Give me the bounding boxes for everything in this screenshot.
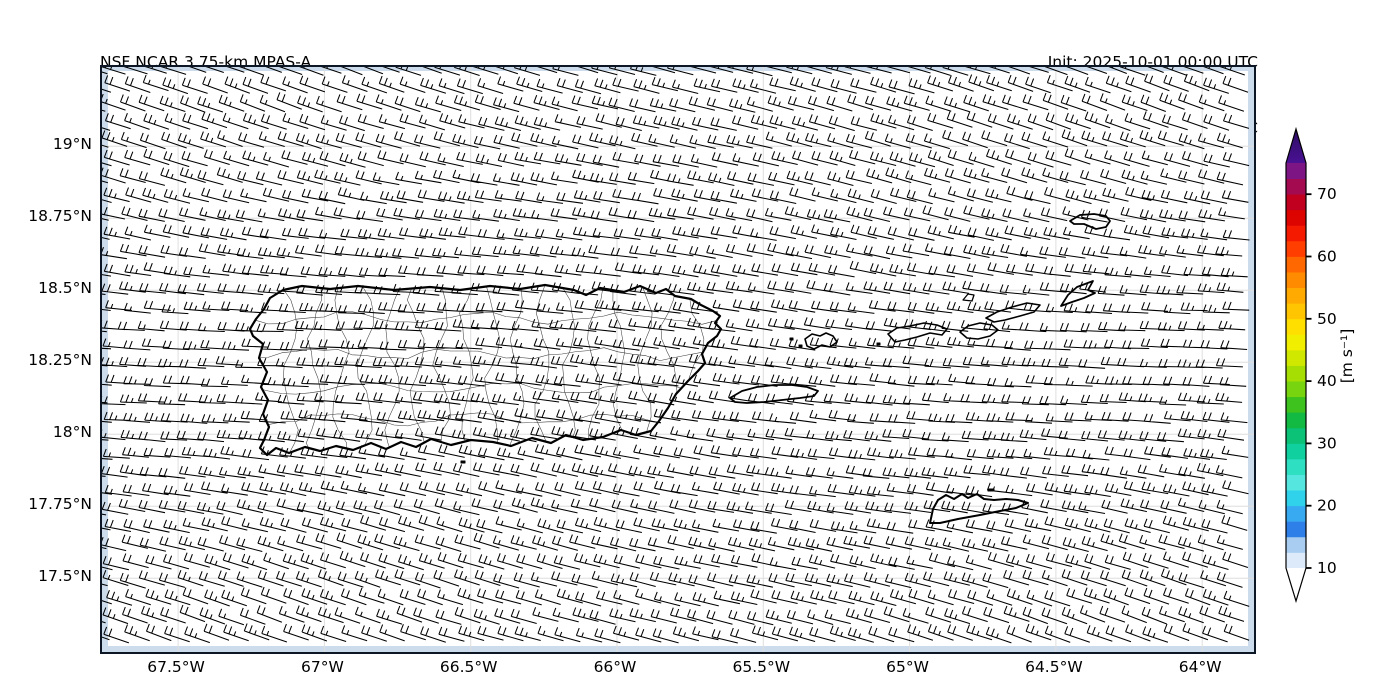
y-axis-tick-label: 17.75°N <box>28 495 92 514</box>
x-axis-tick-label: 64.5°W <box>1025 658 1083 676</box>
colorbar: 10 20 30 40 50 60 70 [m s⁻¹] <box>1285 121 1383 621</box>
domain-edge-strip <box>102 67 1254 71</box>
colorbar-under-arrow <box>1286 568 1306 601</box>
y-axis-tick-label: 18°N <box>52 423 92 442</box>
map-plot-area <box>100 65 1256 654</box>
colorbar-band <box>1286 240 1306 257</box>
island-st-croix <box>929 493 1029 524</box>
colorbar-band <box>1286 318 1306 335</box>
islet <box>798 344 803 348</box>
colorbar-band <box>1286 505 1306 522</box>
y-axis-tick-label: 18.5°N <box>38 279 92 298</box>
colorbar-band <box>1286 381 1306 398</box>
y-axis-tick-label: 18.25°N <box>28 351 92 370</box>
y-axis-tick-label: 18.75°N <box>28 207 92 226</box>
x-axis-tick-label: 66°W <box>593 658 637 676</box>
basemap <box>248 213 1111 524</box>
colorbar-band <box>1286 163 1306 179</box>
colorbar-band <box>1286 521 1306 538</box>
x-axis-tick-label: 66.5°W <box>439 658 498 676</box>
island-jost-van-dyke <box>962 293 975 302</box>
colorbar-band <box>1286 178 1306 195</box>
wind-barb-field <box>102 67 1250 644</box>
island-vieques <box>729 384 819 404</box>
colorbar-band <box>1286 552 1306 569</box>
domain-edge-strip <box>1248 67 1254 652</box>
x-axis-tick-label: 65°W <box>886 658 929 676</box>
colorbar-tick-label: 60 <box>1317 248 1337 266</box>
colorbar-band <box>1286 474 1306 491</box>
colorbar-band <box>1286 443 1306 460</box>
islet <box>460 460 466 464</box>
colorbar-band <box>1286 349 1306 366</box>
x-axis-tick-label: 65.5°W <box>732 658 791 676</box>
colorbar-tick-label: 50 <box>1317 310 1337 328</box>
island-culebra <box>804 332 838 350</box>
island-st-thomas <box>887 322 948 343</box>
colorbar-band <box>1286 412 1306 429</box>
colorbar-band <box>1286 256 1306 273</box>
islet <box>876 342 881 346</box>
colorbar-band <box>1286 334 1306 351</box>
colorbar-tick-label: 30 <box>1317 434 1337 452</box>
domain-edge-strip <box>102 67 108 652</box>
colorbar-band <box>1286 365 1306 382</box>
colorbar-tick-label: 70 <box>1317 185 1337 203</box>
municipality-boundaries <box>253 285 717 455</box>
colorbar-band <box>1286 287 1306 304</box>
island-tortola <box>985 302 1041 323</box>
domain-edge-strip <box>102 646 1254 652</box>
y-axis-tick-label: 17.5°N <box>38 567 92 586</box>
island-anegada <box>1069 213 1111 230</box>
colorbar-band <box>1286 458 1306 475</box>
y-axis-tick-label: 19°N <box>52 135 92 154</box>
colorbar-band <box>1286 427 1306 444</box>
colorbar-band <box>1286 272 1306 289</box>
x-axis-tick-label: 64°W <box>1178 658 1222 676</box>
island-virgin-gorda <box>1060 280 1096 307</box>
colorbar-tick-label: 20 <box>1317 497 1337 515</box>
colorbar-band <box>1286 396 1306 413</box>
wind-barb-map <box>102 67 1254 652</box>
colorbar-unit-label: [m s⁻¹] <box>1338 329 1356 384</box>
colorbar-tick-label: 40 <box>1317 372 1337 390</box>
colorbar-over-arrow <box>1286 129 1306 163</box>
colorbar-band <box>1286 490 1306 507</box>
x-axis-tick-label: 67.5°W <box>147 658 205 676</box>
colorbar-band <box>1286 225 1306 242</box>
colorbar-band <box>1286 194 1306 211</box>
colorbar-band <box>1286 209 1306 226</box>
colorbar-band <box>1286 303 1306 320</box>
colorbar-band <box>1286 536 1306 553</box>
x-axis-tick-label: 67°W <box>300 658 344 676</box>
colorbar-tick-label: 10 <box>1317 559 1337 577</box>
